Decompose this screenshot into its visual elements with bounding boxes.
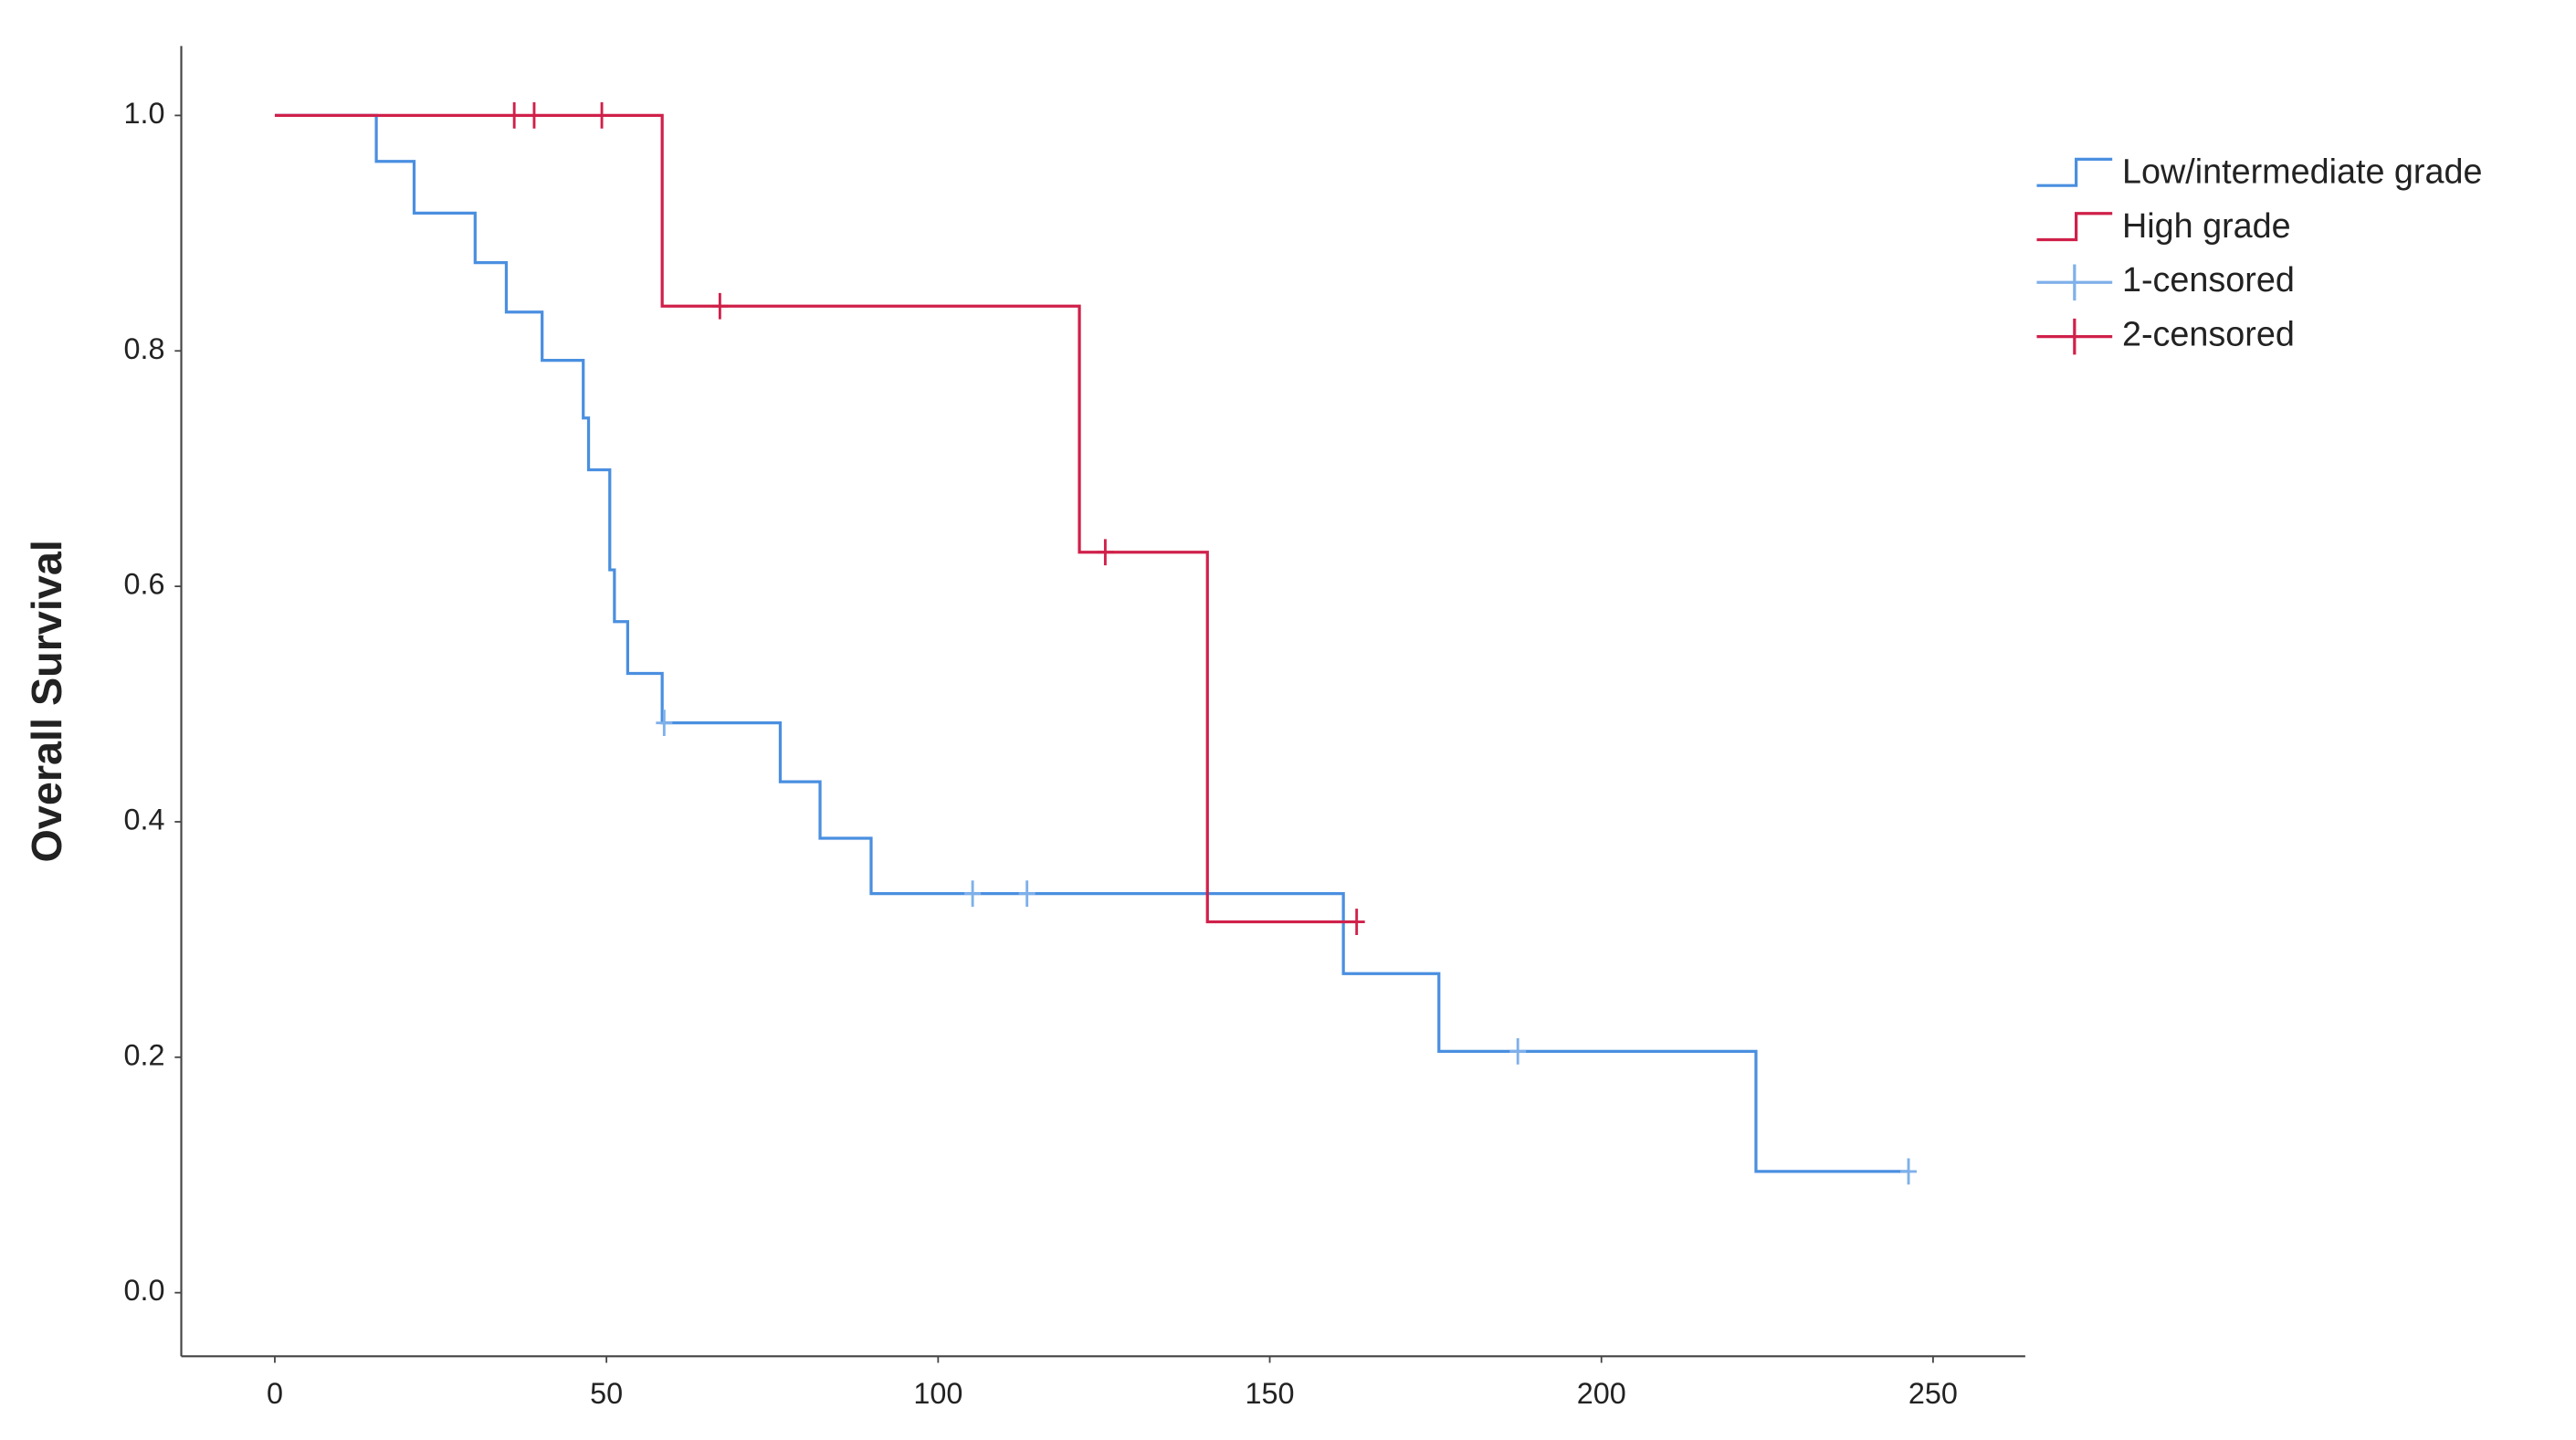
censor-mark — [656, 709, 673, 737]
y-tick-label: 0.2 — [124, 1038, 165, 1071]
censor-mark — [506, 102, 523, 129]
censor-mark — [594, 102, 611, 129]
legend-label: High grade — [2122, 207, 2291, 246]
x-tick-label: 200 — [1577, 1377, 1626, 1410]
y-tick-label: 0.0 — [124, 1274, 165, 1307]
x-tick-label: 150 — [1246, 1377, 1295, 1410]
censor-mark — [964, 880, 982, 907]
x-tick-label: 100 — [913, 1377, 962, 1410]
x-tick-label: 250 — [1908, 1377, 1958, 1410]
legend-label: Low/intermediate grade — [2122, 153, 2483, 192]
y-tick-label: 0.6 — [124, 568, 165, 601]
legend-symbol — [2036, 212, 2113, 242]
legend-label: 2-censored — [2122, 316, 2295, 354]
x-tick-label: 0 — [267, 1377, 283, 1410]
y-axis-title: Overall Survival — [23, 540, 70, 862]
legend-label: 1-censored — [2122, 261, 2295, 300]
y-tick-label: 0.8 — [124, 332, 165, 365]
survival-line — [274, 113, 1357, 924]
censor-mark — [1348, 909, 1365, 935]
censor-mark — [1097, 539, 1114, 566]
legend-symbol — [2036, 264, 2113, 301]
x-tick-label: 50 — [590, 1377, 623, 1410]
censor-mark — [1900, 1158, 1918, 1185]
y-tick-label: 0.4 — [124, 804, 165, 836]
y-tick-label: 1.0 — [124, 97, 165, 130]
survival-line — [274, 113, 1909, 1173]
legend-symbol — [2036, 318, 2113, 355]
legend-symbol — [2036, 157, 2113, 187]
censor-mark — [1509, 1037, 1527, 1065]
censor-mark — [711, 292, 729, 320]
censor-mark — [1018, 880, 1036, 907]
censor-mark — [525, 102, 542, 129]
